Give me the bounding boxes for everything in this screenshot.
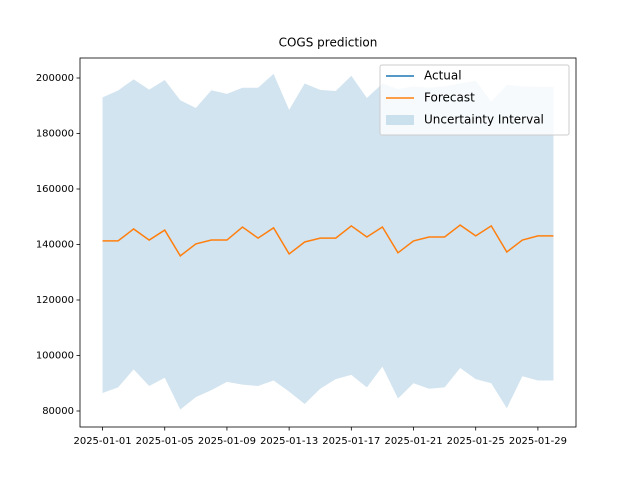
y-tick-label: 120000 [36,295,74,306]
y-tick-label: 100000 [36,350,74,361]
y-tick-label: 180000 [36,128,74,139]
x-tick-label: 2025-01-09 [198,436,256,447]
series-line [102,224,554,257]
x-tick-label: 2025-01-13 [260,436,318,447]
y-tick-label: 160000 [36,184,74,195]
x-tick-label: 2025-01-25 [447,436,505,447]
legend-label: Uncertainty Interval [424,113,544,127]
legend-label: Forecast [424,91,475,105]
y-tick-label: 200000 [36,73,74,84]
legend-box [379,64,570,136]
y-tick-label: 80000 [42,406,74,417]
x-tick-label: 2025-01-01 [73,436,131,447]
x-tick-label: 2025-01-21 [384,436,442,447]
x-tick-label: 2025-01-17 [322,436,380,447]
uncertainty-band [102,73,554,410]
legend: Actual Forecast Uncertainty Interval [379,64,570,136]
legend-label: Actual [424,69,462,83]
chart-title: COGS prediction [279,36,378,50]
plot-frame [79,57,577,428]
x-tick-label: 2025-01-29 [509,436,567,447]
legend-swatch [386,115,414,125]
x-tick-label: 2025-01-05 [136,436,194,447]
y-tick-label: 140000 [36,239,74,250]
